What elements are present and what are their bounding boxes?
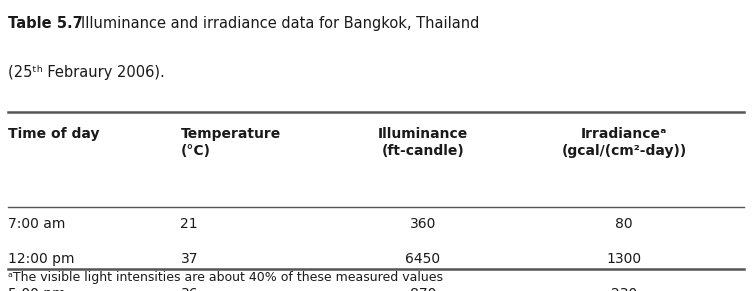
Text: ᵃThe visible light intensities are about 40% of these measured values: ᵃThe visible light intensities are about…: [8, 271, 442, 284]
Text: Illuminance
(ft-candle): Illuminance (ft-candle): [378, 127, 468, 158]
Text: 230: 230: [611, 287, 637, 291]
Text: (25ᵗʰ Febraury 2006).: (25ᵗʰ Febraury 2006).: [8, 65, 164, 81]
Text: Time of day: Time of day: [8, 127, 99, 141]
Text: 36: 36: [180, 287, 198, 291]
Text: 37: 37: [180, 252, 198, 266]
Text: Irradianceᵃ
(gcal/(cm²-day)): Irradianceᵃ (gcal/(cm²-day)): [562, 127, 687, 158]
Text: 80: 80: [615, 217, 633, 231]
Text: Illuminance and irradiance data for Bangkok, Thailand: Illuminance and irradiance data for Bang…: [81, 16, 480, 31]
Text: 7:00 am: 7:00 am: [8, 217, 65, 231]
Text: 360: 360: [410, 217, 436, 231]
Text: 6450: 6450: [405, 252, 441, 266]
Text: 5:00 pm: 5:00 pm: [8, 287, 65, 291]
Text: 12:00 pm: 12:00 pm: [8, 252, 74, 266]
Text: 870: 870: [410, 287, 436, 291]
Text: 21: 21: [180, 217, 198, 231]
Text: Table 5.7: Table 5.7: [8, 16, 82, 31]
Text: 1300: 1300: [607, 252, 641, 266]
Text: Temperature
(°C): Temperature (°C): [180, 127, 280, 158]
